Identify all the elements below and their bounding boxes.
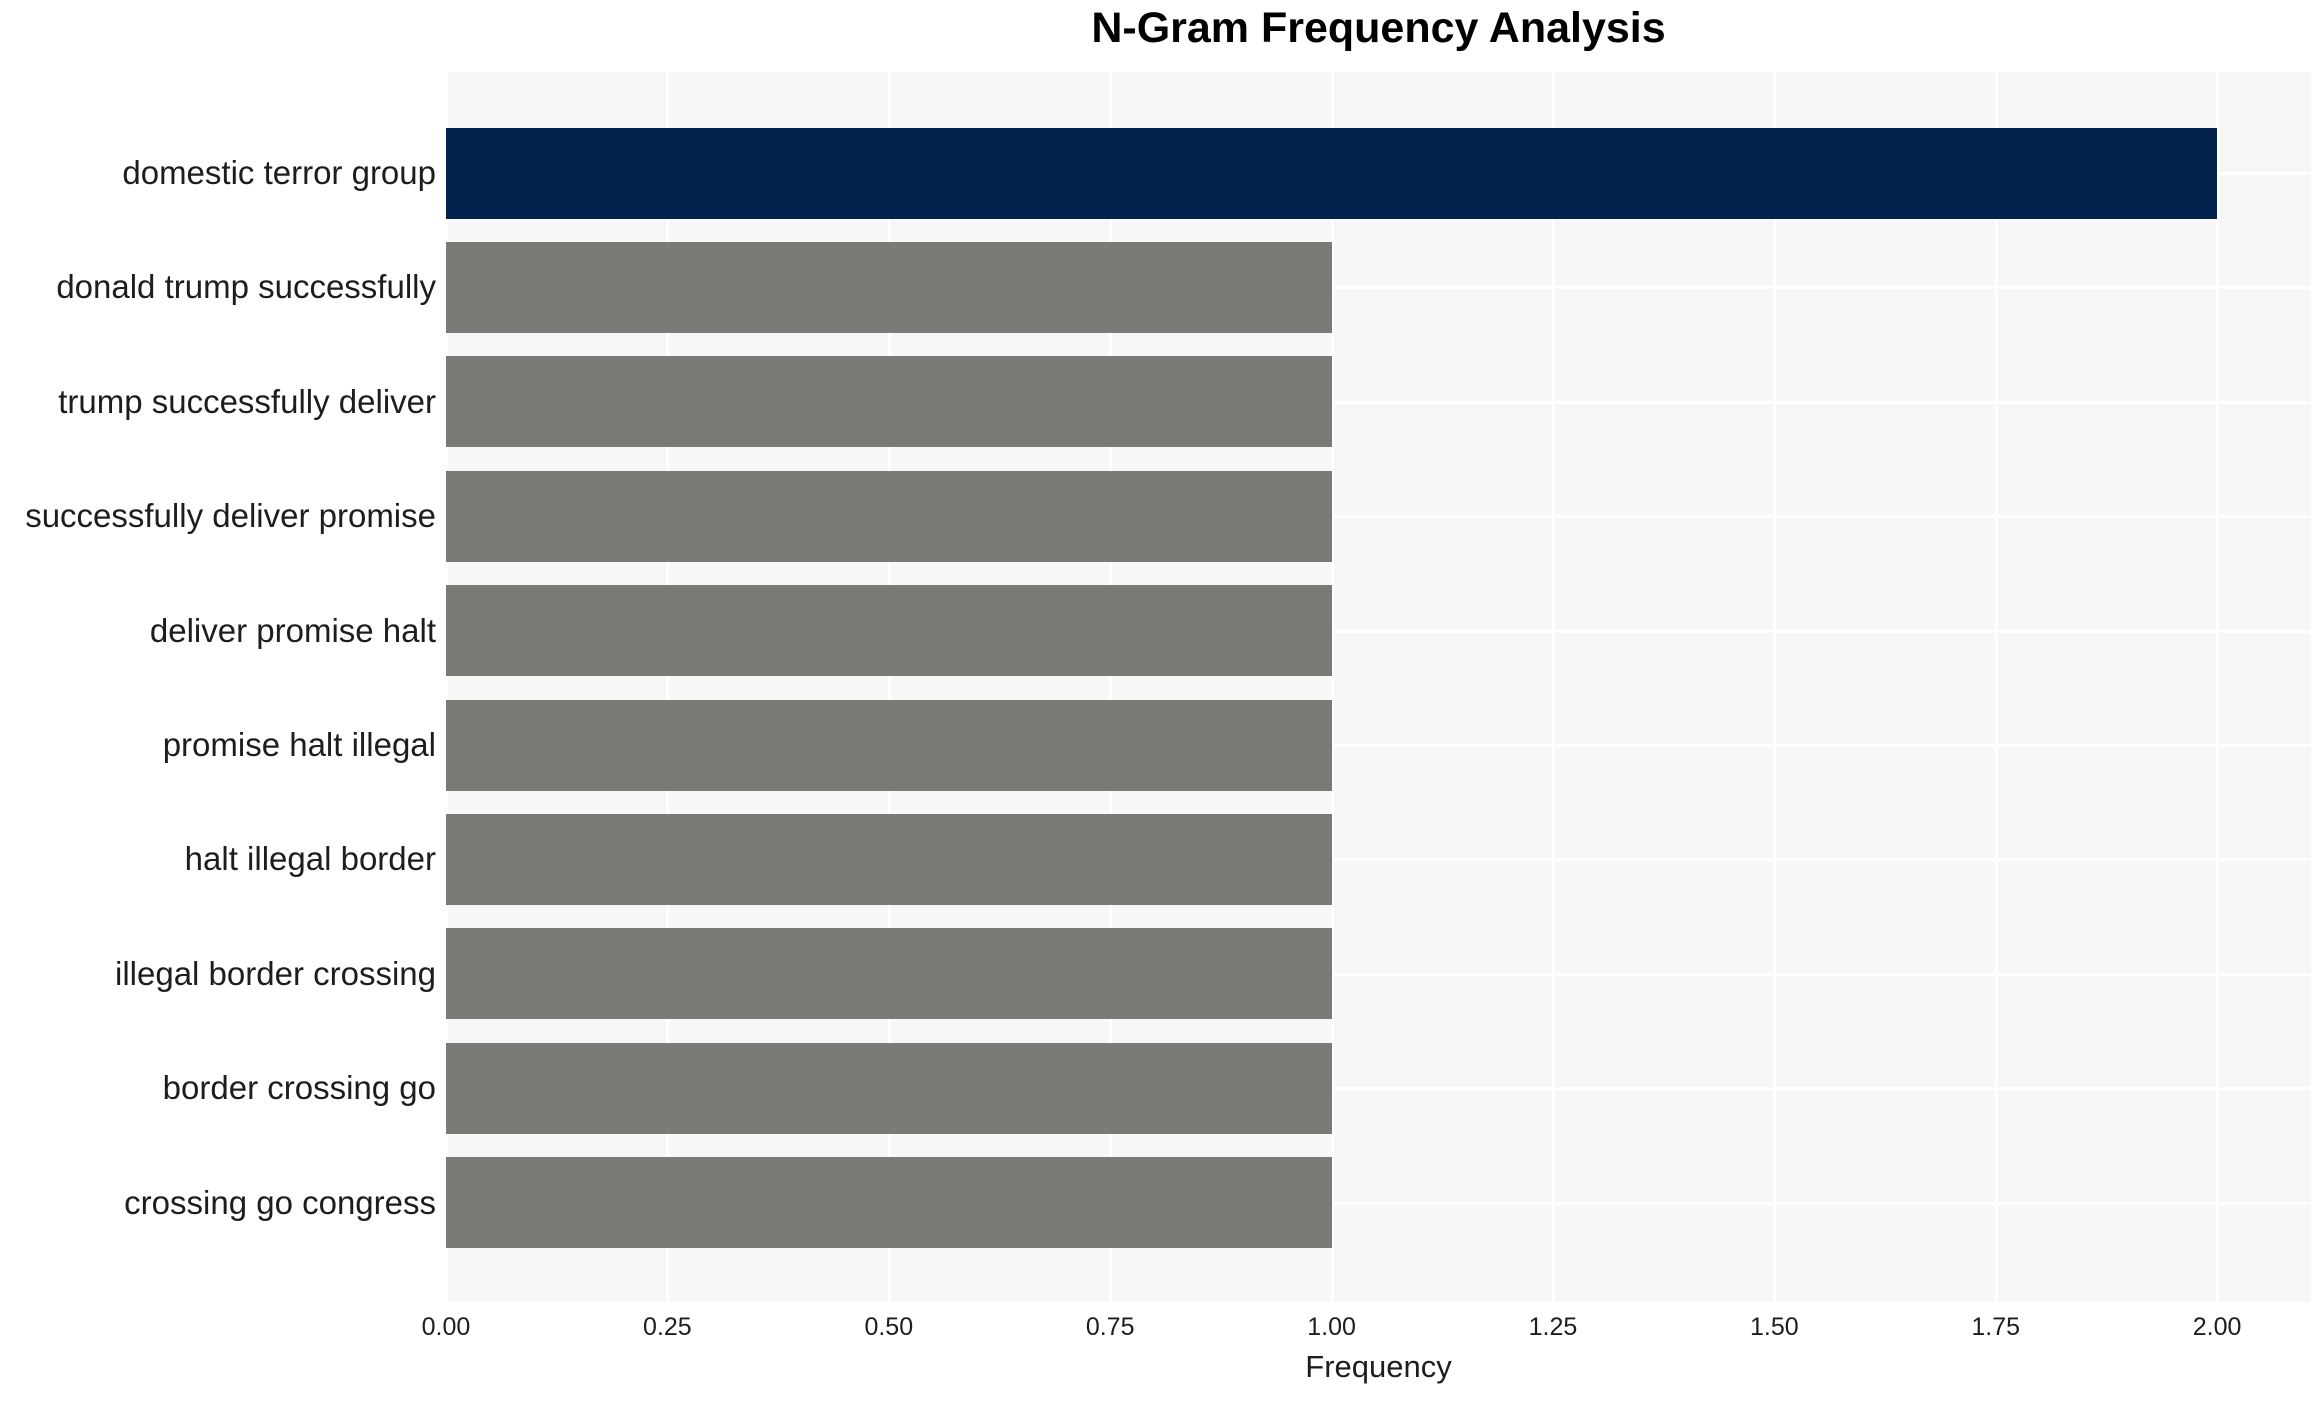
chart-title: N-Gram Frequency Analysis	[1091, 4, 1666, 52]
x-tick-label: 0.25	[643, 1313, 692, 1341]
x-gridline-0.75	[1109, 72, 1113, 1302]
x-tick-label: 1.75	[1971, 1313, 2021, 1341]
y-tick-label: donald trump successfully	[56, 268, 436, 306]
y-gridline	[446, 858, 2311, 862]
bar-successfully-deliver-promise	[446, 470, 1332, 562]
y-tick-label: illegal border crossing	[115, 954, 436, 992]
y-gridline	[446, 1087, 2311, 1091]
x-gridline-1.00	[1330, 72, 1334, 1302]
x-gridline-0.25	[666, 72, 670, 1302]
y-gridline	[446, 744, 2311, 747]
bar-crossing-go-congress	[446, 1157, 1332, 1249]
x-tick-label: 1.25	[1528, 1313, 1578, 1341]
y-tick-label: trump successfully deliver	[58, 382, 436, 420]
x-gridline-2.00	[2216, 72, 2220, 1302]
y-gridline	[446, 972, 2311, 976]
x-gridline-1.75	[1994, 72, 1998, 1302]
bar-illegal-border-crossing	[446, 928, 1332, 1020]
bar-border-crossing-go	[446, 1042, 1332, 1134]
y-tick-label: halt illegal border	[184, 840, 436, 878]
x-tick-label: 0.75	[1085, 1313, 1135, 1341]
x-gridline-1.50	[1773, 72, 1777, 1302]
bar-halt-illegal-border	[446, 813, 1332, 905]
x-tick-label: 1.00	[1307, 1313, 1356, 1341]
bar-deliver-promise-halt	[446, 585, 1332, 677]
y-gridline	[446, 286, 2311, 290]
bar-domestic-terror-group	[446, 127, 2218, 219]
x-gridline-0.00	[445, 72, 448, 1302]
plot-area	[445, 72, 2311, 1302]
x-tick-label: 2.00	[2192, 1313, 2242, 1341]
x-gridline-0.50	[887, 72, 891, 1302]
x-axis-title: Frequency	[1305, 1349, 1452, 1384]
y-tick-label: border crossing go	[162, 1069, 436, 1107]
y-gridline	[446, 515, 2311, 519]
y-gridline	[446, 629, 2311, 633]
x-tick-label: 0.50	[864, 1313, 914, 1341]
x-tick-label: 1.50	[1750, 1313, 1799, 1341]
y-gridline	[446, 400, 2311, 404]
y-tick-label: promise halt illegal	[162, 726, 436, 763]
y-tick-label: crossing go congress	[124, 1183, 436, 1221]
y-gridline	[446, 1201, 2311, 1205]
bar-trump-successfully-deliver	[446, 356, 1332, 448]
bar-donald-trump-successfully	[446, 241, 1332, 333]
y-tick-label: domestic terror group	[122, 154, 436, 191]
bar-promise-halt-illegal	[446, 699, 1332, 791]
y-tick-label: successfully deliver promise	[25, 497, 436, 535]
x-tick-label: 0.00	[421, 1313, 471, 1341]
x-gridline-1.25	[1551, 72, 1555, 1302]
y-tick-label: deliver promise halt	[149, 611, 436, 649]
